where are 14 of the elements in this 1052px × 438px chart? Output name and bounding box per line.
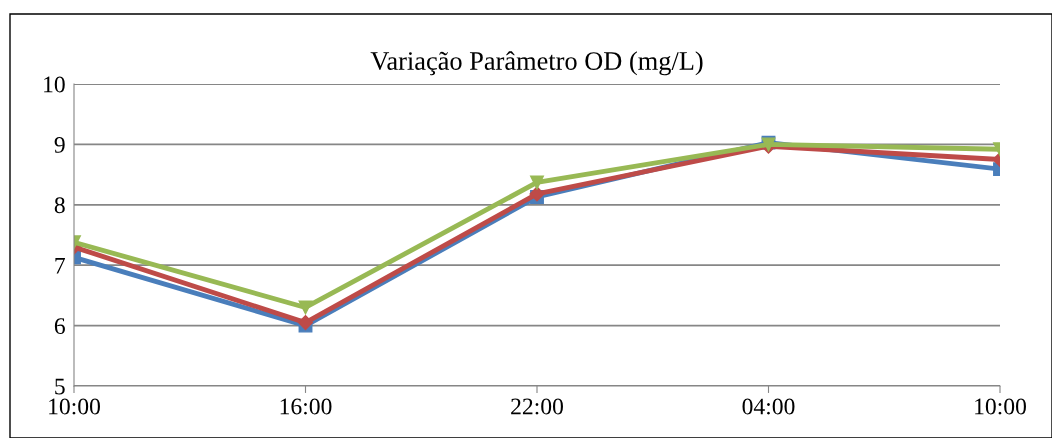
chart-title: Variação Parâmetro OD (mg/L) bbox=[370, 51, 703, 76]
y-tick-label: 9 bbox=[54, 136, 65, 153]
y-tick-label: 5 bbox=[55, 378, 65, 395]
x-tick-label: 16:00 bbox=[280, 398, 332, 415]
y-tick-label: 10 bbox=[44, 76, 65, 93]
y-tick-label: 6 bbox=[54, 318, 65, 335]
point bbox=[298, 300, 313, 315]
x-tick-label: 22:00 bbox=[511, 398, 563, 415]
point bbox=[530, 175, 544, 190]
x-tick-label: 10:00 bbox=[49, 398, 100, 415]
y-tick-label: 7 bbox=[55, 257, 65, 274]
x-tick-label: 10:00 bbox=[975, 398, 1026, 415]
x-tick-label: 04:00 bbox=[742, 398, 795, 415]
y-tick-label: 8 bbox=[54, 197, 65, 214]
